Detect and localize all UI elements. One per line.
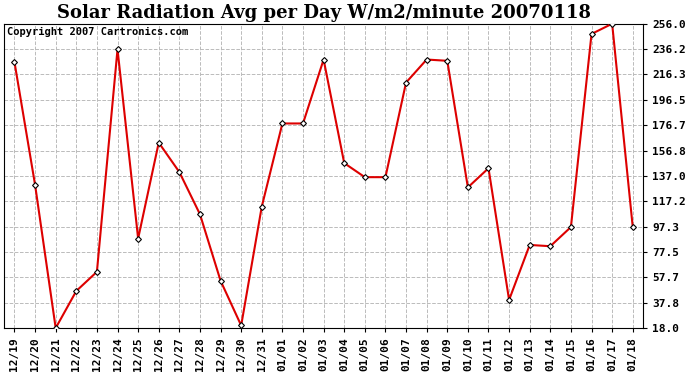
Text: Copyright 2007 Cartronics.com: Copyright 2007 Cartronics.com xyxy=(8,27,188,37)
Title: Solar Radiation Avg per Day W/m2/minute 20070118: Solar Radiation Avg per Day W/m2/minute … xyxy=(57,4,591,22)
